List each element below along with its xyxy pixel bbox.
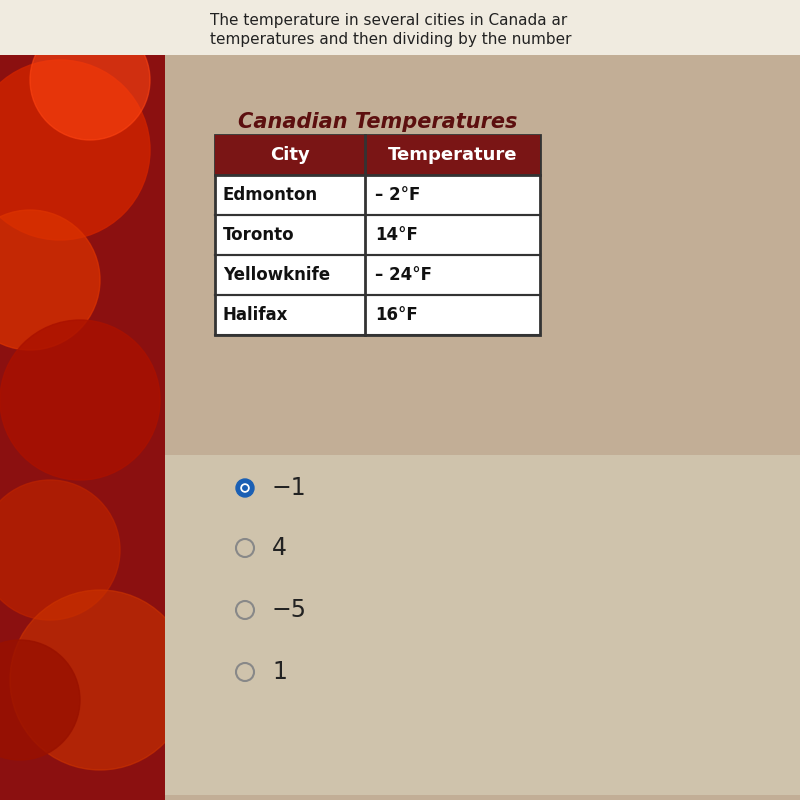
Text: 4: 4	[272, 536, 287, 560]
Circle shape	[30, 20, 150, 140]
Text: 1: 1	[272, 660, 287, 684]
Text: – 24°F: – 24°F	[375, 266, 432, 284]
Text: −1: −1	[272, 476, 306, 500]
Bar	[165, 0, 800, 800]
Circle shape	[0, 60, 150, 240]
Bar	[0, 0, 800, 55]
Circle shape	[0, 480, 120, 620]
Text: 14°F: 14°F	[375, 226, 418, 244]
Circle shape	[0, 320, 160, 480]
Text: Yellowknife: Yellowknife	[223, 266, 330, 284]
Circle shape	[0, 640, 80, 760]
Circle shape	[0, 210, 100, 350]
Text: The temperature in several cities in Canada ar: The temperature in several cities in Can…	[210, 13, 567, 28]
Bar	[215, 135, 540, 335]
Text: −5: −5	[272, 598, 307, 622]
Bar	[165, 455, 800, 795]
Circle shape	[10, 590, 190, 770]
Bar	[0, 0, 165, 800]
Circle shape	[236, 479, 254, 497]
Text: Temperature: Temperature	[388, 146, 518, 164]
Text: Toronto: Toronto	[223, 226, 294, 244]
Text: Halifax: Halifax	[223, 306, 288, 324]
Circle shape	[242, 486, 247, 490]
Text: temperatures and then dividing by the number: temperatures and then dividing by the nu…	[210, 32, 571, 47]
Text: Edmonton: Edmonton	[223, 186, 318, 204]
Bar	[215, 135, 540, 175]
Text: City: City	[270, 146, 310, 164]
Text: – 2°F: – 2°F	[375, 186, 420, 204]
Circle shape	[241, 484, 249, 492]
Text: 16°F: 16°F	[375, 306, 418, 324]
Text: Canadian Temperatures: Canadian Temperatures	[238, 112, 517, 132]
